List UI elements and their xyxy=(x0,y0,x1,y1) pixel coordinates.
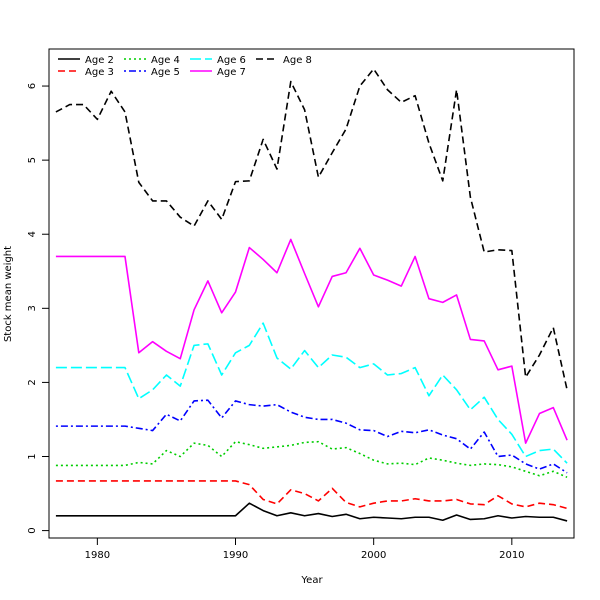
legend-label-age-6: Age 6 xyxy=(217,55,246,66)
legend-label-age-3: Age 3 xyxy=(85,67,114,78)
y-tick-label: 1 xyxy=(27,453,38,459)
series-line-age-8 xyxy=(55,68,568,390)
legend-label-age-7: Age 7 xyxy=(217,67,246,78)
legend-label-age-2: Age 2 xyxy=(85,55,114,66)
y-tick-label: 2 xyxy=(27,379,38,385)
legend-label-age-8: Age 8 xyxy=(283,55,312,66)
y-tick-label: 3 xyxy=(27,305,38,311)
series-line-age-2 xyxy=(55,502,568,522)
y-tick-label: 0 xyxy=(27,527,38,533)
series-line-age-5 xyxy=(55,399,568,474)
series-line-age-7 xyxy=(55,238,568,444)
y-axis: 0 1 2 3 4 5 6 xyxy=(27,83,49,534)
legend-label-age-4: Age 4 xyxy=(151,55,180,66)
series-line-age-6 xyxy=(55,322,568,464)
series-line-age-3 xyxy=(55,480,568,510)
x-tick-label: 2000 xyxy=(361,550,386,561)
series-line-age-4 xyxy=(55,440,568,478)
x-axis-label: Year xyxy=(300,575,323,586)
plot-frame xyxy=(48,48,575,539)
y-axis-label: Stock mean weight xyxy=(3,246,14,342)
y-tick-label: 5 xyxy=(27,157,38,163)
y-tick-label: 4 xyxy=(27,231,38,237)
x-axis: 1980 1990 2000 2010 xyxy=(85,538,525,561)
x-tick-label: 2010 xyxy=(499,550,524,561)
x-tick-label: 1990 xyxy=(223,550,248,561)
x-tick-label: 1980 xyxy=(85,550,110,561)
legend-label-age-5: Age 5 xyxy=(151,67,180,78)
series-lines xyxy=(55,68,568,522)
y-tick-label: 6 xyxy=(27,83,38,89)
